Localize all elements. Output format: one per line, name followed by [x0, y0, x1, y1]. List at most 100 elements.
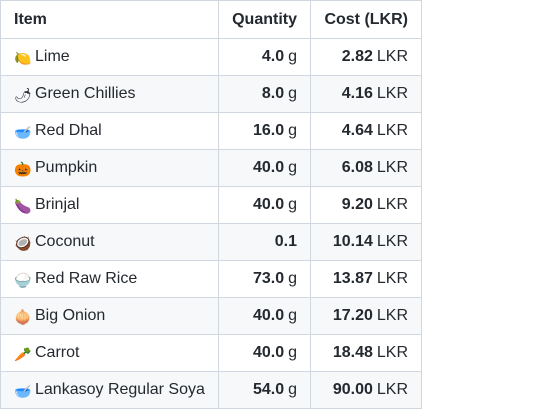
cost-value: 9.20	[341, 196, 373, 213]
item-cell: 🥥 Coconut	[0, 223, 219, 261]
quantity-value: 40.0	[252, 196, 285, 213]
quantity-cell: 40.0 g	[218, 186, 311, 224]
pumpkin-icon: 🎃	[14, 161, 32, 177]
item-cell: 🧅 Big Onion	[0, 297, 219, 335]
coconut-icon: 🥥	[14, 235, 32, 251]
quantity-cell: 0.1	[218, 223, 311, 261]
header-item: Item	[0, 0, 219, 39]
cost-value: 4.16	[341, 85, 373, 102]
quantity-unit: g	[288, 307, 297, 324]
cost-unit: LKR	[376, 344, 408, 361]
item-name: Brinjal	[35, 196, 80, 213]
cost-value: 13.87	[332, 270, 373, 287]
cost-cell: 6.08 LKR	[310, 149, 422, 187]
item-cell: 🥕 Carrot	[0, 334, 219, 372]
quantity-unit: g	[288, 344, 297, 361]
item-name: Carrot	[35, 344, 80, 361]
header-cost: Cost (LKR)	[310, 0, 422, 39]
item-name: Big Onion	[35, 307, 106, 324]
quantity-value: 8.0	[261, 85, 285, 102]
item-name: Pumpkin	[35, 159, 98, 176]
quantity-value: 54.0	[252, 381, 285, 398]
table-row: 🍋 Lime 4.0 g 2.82 LKR	[0, 38, 422, 76]
cost-unit: LKR	[376, 85, 408, 102]
quantity-cell: 54.0 g	[218, 371, 311, 409]
quantity-value: 73.0	[252, 270, 285, 287]
quantity-unit: g	[288, 270, 297, 287]
item-name: Lime	[35, 48, 70, 65]
item-name: Red Dhal	[35, 122, 102, 139]
table-row: 🥣 Red Dhal 16.0 g 4.64 LKR	[0, 112, 422, 150]
item-cell: 🎃 Pumpkin	[0, 149, 219, 187]
cost-value: 2.82	[341, 48, 373, 65]
cost-unit: LKR	[376, 233, 408, 250]
quantity-cell: 4.0 g	[218, 38, 311, 76]
cost-unit: LKR	[376, 381, 408, 398]
table-row: 🍚 Red Raw Rice 73.0 g 13.87 LKR	[0, 260, 422, 298]
cost-cell: 2.82 LKR	[310, 38, 422, 76]
quantity-cell: 8.0 g	[218, 75, 311, 113]
item-cell: 🍚 Red Raw Rice	[0, 260, 219, 298]
quantity-value: 40.0	[252, 307, 285, 324]
cost-cell: 4.64 LKR	[310, 112, 422, 150]
chilli-pepper-icon: 🌶	[14, 87, 32, 103]
cost-cell: 9.20 LKR	[310, 186, 422, 224]
quantity-unit: g	[288, 381, 297, 398]
cost-unit: LKR	[376, 122, 408, 139]
item-cell: 🌶 Green Chillies	[0, 75, 219, 113]
lime-icon: 🍋	[14, 50, 32, 66]
table-row: 🍆 Brinjal 40.0 g 9.20 LKR	[0, 186, 422, 224]
header-quantity: Quantity	[218, 0, 311, 39]
table-row: 🎃 Pumpkin 40.0 g 6.08 LKR	[0, 149, 422, 187]
table-row: 🥕 Carrot 40.0 g 18.48 LKR	[0, 334, 422, 372]
item-cell: 🥣 Lankasoy Regular Soya	[0, 371, 219, 409]
cost-value: 17.20	[332, 307, 373, 324]
cost-unit: LKR	[376, 196, 408, 213]
quantity-unit: g	[288, 48, 297, 65]
cost-unit: LKR	[376, 159, 408, 176]
cost-value: 10.14	[332, 233, 373, 250]
table-row: 🧅 Big Onion 40.0 g 17.20 LKR	[0, 297, 422, 335]
table-row: 🌶 Green Chillies 8.0 g 4.16 LKR	[0, 75, 422, 113]
quantity-value: 16.0	[252, 122, 285, 139]
eggplant-icon: 🍆	[14, 198, 32, 214]
quantity-value: 40.0	[252, 344, 285, 361]
table-row: 🥥 Coconut 0.1 10.14 LKR	[0, 223, 422, 261]
quantity-unit: g	[288, 196, 297, 213]
quantity-cell: 40.0 g	[218, 334, 311, 372]
cost-cell: 18.48 LKR	[310, 334, 422, 372]
table-row: 🥣 Lankasoy Regular Soya 54.0 g 90.00 LKR	[0, 371, 422, 409]
item-name: Lankasoy Regular Soya	[35, 381, 205, 398]
quantity-unit: g	[288, 159, 297, 176]
cost-cell: 17.20 LKR	[310, 297, 422, 335]
quantity-unit: g	[288, 85, 297, 102]
cost-unit: LKR	[376, 307, 408, 324]
item-cell: 🍆 Brinjal	[0, 186, 219, 224]
quantity-cell: 73.0 g	[218, 260, 311, 298]
item-name: Red Raw Rice	[35, 270, 138, 287]
quantity-cell: 40.0 g	[218, 297, 311, 335]
quantity-value: 0.1	[274, 233, 297, 250]
carrot-icon: 🥕	[14, 346, 32, 362]
item-name: Coconut	[35, 233, 95, 250]
bowl-icon: 🥣	[14, 124, 32, 140]
cost-value: 90.00	[332, 381, 373, 398]
cost-cell: 4.16 LKR	[310, 75, 422, 113]
rice-bowl-icon: 🍚	[14, 272, 32, 288]
quantity-unit: g	[288, 122, 297, 139]
item-name: Green Chillies	[35, 85, 136, 102]
quantity-cell: 40.0 g	[218, 149, 311, 187]
ingredient-cost-table: Item Quantity Cost (LKR) 🍋 Lime 4.0 g 2.82 LK…	[0, 0, 422, 409]
item-cell: 🥣 Red Dhal	[0, 112, 219, 150]
cost-cell: 10.14 LKR	[310, 223, 422, 261]
quantity-value: 4.0	[261, 48, 285, 65]
quantity-cell: 16.0 g	[218, 112, 311, 150]
onion-icon: 🧅	[14, 309, 32, 325]
cost-value: 4.64	[341, 122, 373, 139]
cost-unit: LKR	[376, 270, 408, 287]
cost-value: 6.08	[341, 159, 373, 176]
bowl-icon: 🥣	[14, 383, 32, 399]
cost-value: 18.48	[332, 344, 373, 361]
cost-cell: 90.00 LKR	[310, 371, 422, 409]
cost-unit: LKR	[376, 48, 408, 65]
